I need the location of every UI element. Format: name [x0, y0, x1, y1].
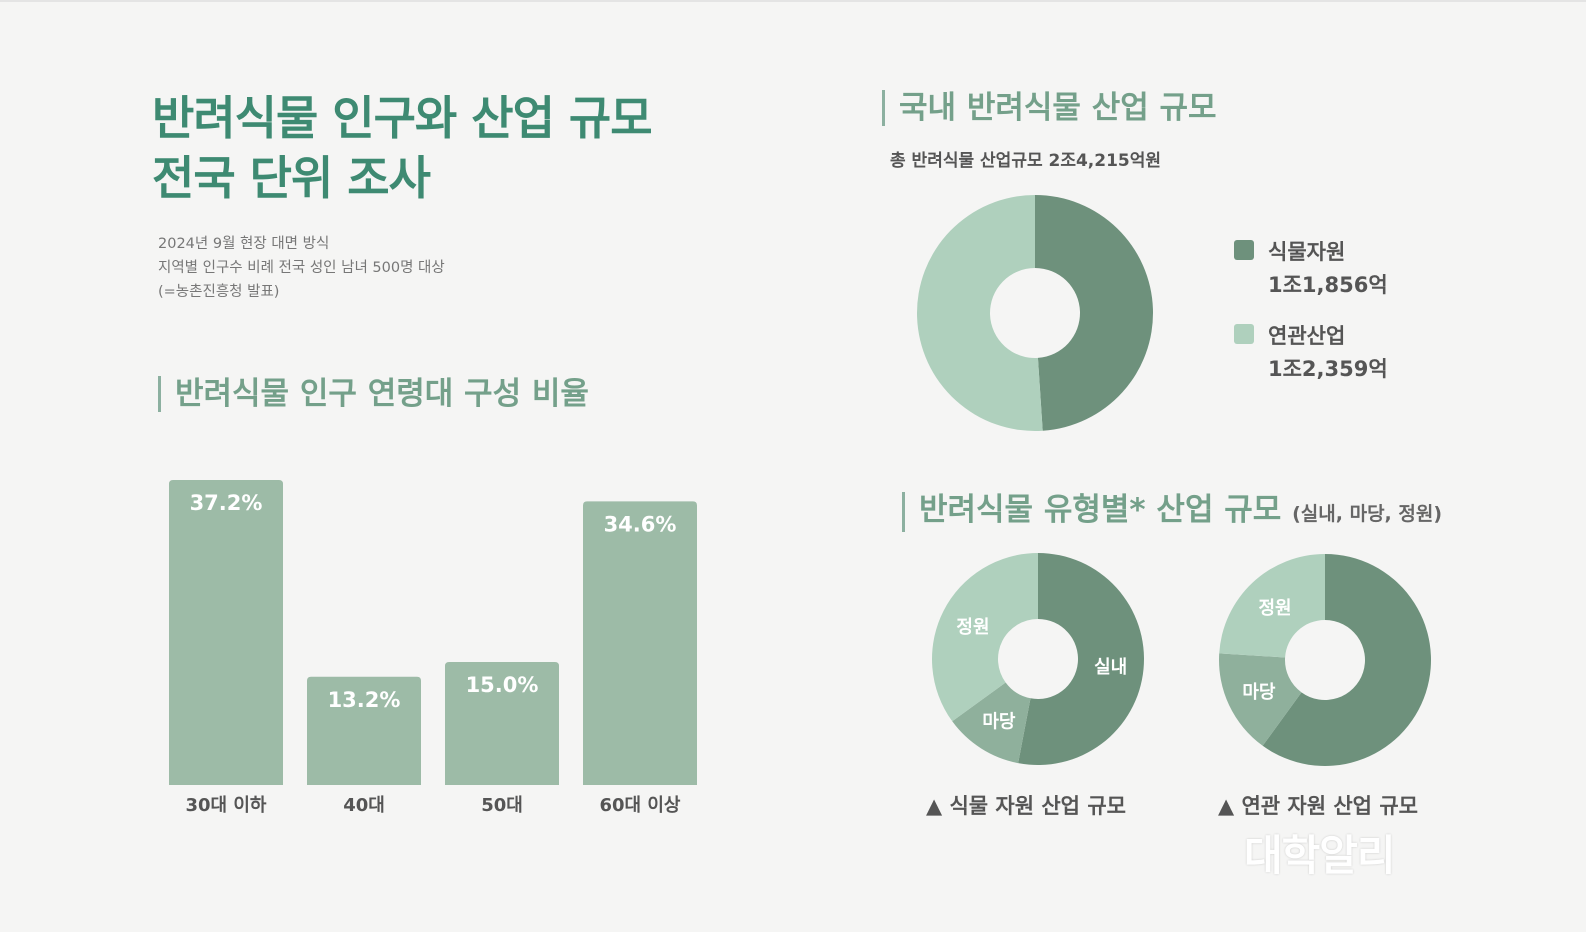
- plant-type-donut-slice-label: 실내: [1094, 657, 1127, 678]
- industry-total-subtitle: 총 반려식물 산업규모 2조4,215억원: [890, 151, 1162, 171]
- type-section-title: 반려식물 유형별* 산업 규모 (실내, 마당, 정원): [902, 492, 1442, 532]
- legend-value-plant-resources: 1조1,856억: [1268, 273, 1388, 297]
- source-line-1: 2024년 9월 현장 대면 방식: [158, 236, 330, 252]
- bar-category-label: 60대 이상: [600, 795, 681, 816]
- bar-3: [445, 662, 559, 785]
- industry-donut-slice-2: [917, 195, 1043, 431]
- plant-type-donut-slice-label: 정원: [956, 617, 989, 638]
- title-line-1: 반려식물 인구와 산업 규모: [152, 91, 653, 145]
- type-section-title-note: (실내, 마당, 정원): [1292, 503, 1443, 525]
- legend-label-plant-resources: 식물자원: [1268, 240, 1346, 264]
- age-section-title: 반려식물 인구 연령대 구성 비율: [158, 376, 589, 412]
- industry-section-title: 국내 반려식물 산업 규모: [882, 90, 1217, 126]
- legend-swatch-related-industry: [1234, 324, 1254, 344]
- bar-value-label: 37.2%: [190, 491, 263, 515]
- legend-swatch-plant-resources: [1234, 240, 1254, 260]
- source-line-2: 지역별 인구수 비례 전국 성인 남녀 500명 대상: [158, 260, 445, 276]
- bar-4: [583, 501, 697, 785]
- page-title: 반려식물 인구와 산업 규모 전국 단위 조사: [152, 88, 653, 208]
- related-type-donut-slice-label: 정원: [1258, 598, 1291, 619]
- survey-source-info: 2024년 9월 현장 대면 방식 지역별 인구수 비례 전국 성인 남녀 50…: [158, 232, 445, 304]
- bar-1: [169, 480, 283, 785]
- bar-value-label: 15.0%: [466, 673, 539, 697]
- bar-category-label: 30대 이하: [186, 795, 267, 816]
- bar-category-label: 40대: [343, 795, 385, 816]
- bar-value-label: 13.2%: [328, 688, 401, 712]
- title-line-2: 전국 단위 조사: [152, 151, 431, 205]
- type-section-title-text: 반려식물 유형별* 산업 규모: [919, 492, 1282, 528]
- caption-related-resources: ▲ 연관 자원 산업 규모: [1218, 794, 1418, 818]
- legend-value-related-industry: 1조2,359억: [1268, 357, 1388, 381]
- bar-category-label: 50대: [481, 795, 523, 816]
- plant-type-donut-slice-3: [932, 553, 1038, 722]
- related-type-donut-slice-label: 마당: [1242, 682, 1276, 703]
- related-type-donut-slice-1: [1262, 554, 1432, 766]
- legend-label-related-industry: 연관산업: [1268, 324, 1346, 348]
- bar-2: [307, 676, 421, 785]
- bar-value-label: 34.6%: [604, 512, 677, 536]
- caption-plant-resources: ▲ 식물 자원 산업 규모: [926, 794, 1126, 818]
- industry-donut-slice-1: [1035, 195, 1154, 431]
- plant-type-donut-slice-2: [952, 682, 1031, 764]
- related-type-donut-slice-3: [1219, 554, 1325, 658]
- watermark-logo: 대학알리: [1244, 831, 1396, 880]
- source-line-3: (=농촌진흥청 발표): [158, 284, 280, 300]
- top-divider: [0, 0, 1586, 2]
- plant-type-donut-slice-1: [1018, 553, 1145, 765]
- related-type-donut-slice-2: [1219, 653, 1302, 746]
- plant-type-donut-slice-label: 마당: [982, 712, 1016, 733]
